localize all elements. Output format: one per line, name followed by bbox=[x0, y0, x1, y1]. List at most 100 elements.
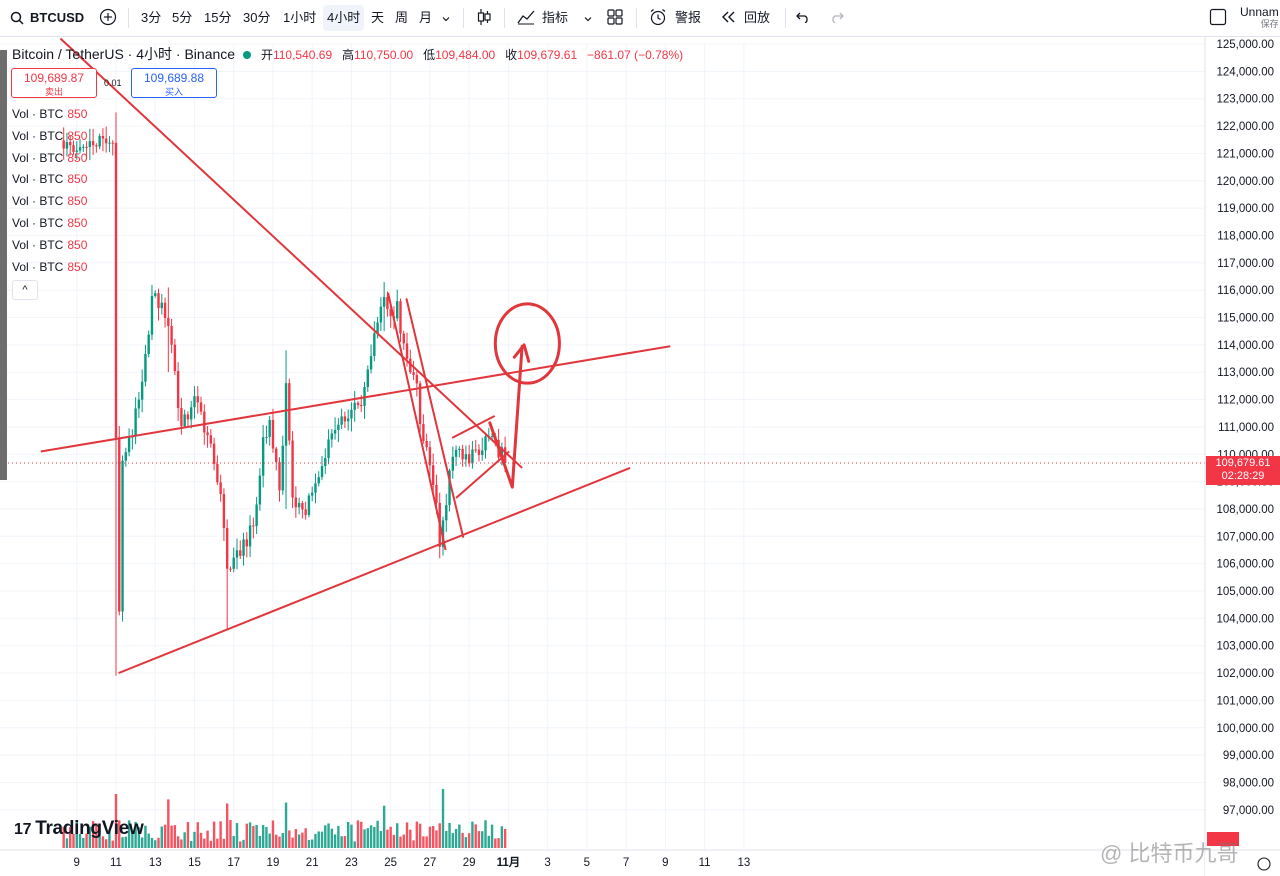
volume-bar bbox=[278, 836, 281, 848]
time-tick-label: 3 bbox=[544, 857, 550, 869]
compare-add-icon[interactable] bbox=[99, 0, 117, 36]
candle-body bbox=[65, 142, 69, 149]
price-tick-label: 104,000.00 bbox=[1216, 613, 1274, 625]
volume-label: Vol · BTC bbox=[12, 215, 64, 230]
interval-1mo[interactable]: 月 bbox=[419, 10, 433, 25]
volume-bar bbox=[373, 826, 376, 848]
sell-button[interactable]: 109,689.87 卖出 bbox=[11, 68, 97, 98]
volume-bar bbox=[216, 838, 219, 848]
collapse-legend-chevron-up-icon[interactable]: ^ bbox=[12, 280, 38, 300]
redo-icon[interactable] bbox=[830, 0, 844, 36]
volume-bar bbox=[291, 837, 294, 848]
replay-icon[interactable] bbox=[720, 0, 736, 36]
volume-bar bbox=[399, 836, 402, 848]
time-tick-label: 27 bbox=[424, 857, 437, 869]
price-tick-label: 115,000.00 bbox=[1217, 313, 1274, 325]
time-tick-label: 13 bbox=[149, 857, 162, 869]
candle-body bbox=[330, 433, 334, 440]
undo-icon[interactable] bbox=[796, 0, 810, 36]
interval-1w[interactable]: 周 bbox=[395, 10, 409, 25]
volume-bar bbox=[176, 836, 180, 848]
volume-legend-row[interactable]: Vol · BTC 850 bbox=[12, 169, 87, 191]
volume-bar bbox=[281, 833, 284, 848]
candle-body bbox=[232, 557, 235, 569]
interval-4h-active[interactable]: 4小时 bbox=[323, 5, 365, 31]
time-tick-label: 5 bbox=[584, 857, 590, 869]
target-circle bbox=[493, 302, 561, 385]
volume-bar bbox=[304, 828, 307, 848]
volume-bar bbox=[301, 832, 304, 848]
candle-body bbox=[69, 142, 72, 146]
volume-bar bbox=[69, 827, 72, 848]
trend-line bbox=[387, 292, 447, 551]
candle-body bbox=[412, 372, 415, 375]
volume-bar bbox=[445, 831, 448, 848]
volume-legend-row[interactable]: Vol · BTC 850 bbox=[12, 235, 87, 257]
projection-arrow bbox=[512, 343, 531, 363]
candle-body bbox=[490, 436, 494, 438]
replay-button[interactable]: 回放 bbox=[744, 10, 771, 25]
candle-body bbox=[278, 462, 281, 491]
low-label: 低 bbox=[423, 48, 436, 62]
alert-clock-icon[interactable] bbox=[649, 0, 667, 36]
layout-checkbox-icon[interactable] bbox=[1209, 0, 1227, 36]
volume-bar bbox=[402, 834, 405, 848]
current-price-tag: 109,679.61 02:28:29 bbox=[1206, 456, 1280, 485]
symbol-name[interactable]: BTCUSD bbox=[30, 10, 85, 25]
candle-body bbox=[134, 408, 137, 437]
volume-legend-row[interactable]: Vol · BTC 850 bbox=[12, 126, 87, 148]
buy-button[interactable]: 109,689.88 买入 bbox=[131, 68, 217, 98]
indicators-icon[interactable] bbox=[517, 0, 535, 36]
interval-1d[interactable]: 天 bbox=[371, 10, 385, 25]
candle-body bbox=[324, 458, 327, 467]
bar-countdown: 02:28:29 bbox=[1221, 470, 1265, 482]
volume-legend-row[interactable]: Vol · BTC 850 bbox=[12, 148, 87, 170]
volume-bar bbox=[261, 824, 265, 848]
volume-bar bbox=[497, 838, 500, 848]
price-tick-label: 120,000.00 bbox=[1216, 176, 1274, 188]
volume-bar bbox=[317, 831, 320, 848]
candle-body bbox=[222, 494, 226, 529]
volume-bar bbox=[65, 838, 69, 848]
volume-bar bbox=[392, 834, 396, 848]
candle-body bbox=[157, 293, 160, 309]
candle-body bbox=[209, 435, 213, 444]
interval-3m[interactable]: 3分 bbox=[141, 10, 162, 25]
candle-body bbox=[239, 550, 242, 556]
price-chart[interactable]: 97,000.00 98,000.00 99,000.00 100,000.00 101… bbox=[0, 37, 1280, 876]
volume-bar bbox=[222, 838, 226, 848]
tradingview-mark-icon: 17 bbox=[14, 821, 32, 838]
volume-bar bbox=[451, 833, 455, 848]
volume-bar bbox=[376, 820, 379, 848]
volume-bar bbox=[121, 837, 124, 848]
indicators-dropdown-chevron-icon[interactable] bbox=[583, 0, 593, 36]
alert-button[interactable]: 警报 bbox=[675, 10, 702, 25]
volume-legend-row[interactable]: Vol · BTC 850 bbox=[12, 213, 87, 235]
layout-name[interactable]: Unnam 保存 bbox=[1240, 6, 1279, 30]
time-tick-label: 13 bbox=[737, 857, 750, 869]
candle-type-icon[interactable] bbox=[476, 0, 492, 36]
volume-legend-row[interactable]: Vol · BTC 850 bbox=[12, 104, 87, 126]
volume-bar bbox=[490, 824, 494, 848]
volume-legend-row[interactable]: Vol · BTC 850 bbox=[12, 257, 87, 279]
interval-15m[interactable]: 15分 bbox=[204, 10, 232, 25]
top-toolbar: BTCUSD 3分 5分 15分 30分 1小时 4小时 天 周 月 指标 警报… bbox=[0, 0, 1280, 37]
layout-grid-icon[interactable] bbox=[607, 0, 623, 36]
volume-bar bbox=[131, 830, 134, 848]
candle-body bbox=[389, 309, 392, 317]
volume-legend-row[interactable]: Vol · BTC 850 bbox=[12, 191, 87, 213]
price-tick-label: 107,000.00 bbox=[1216, 531, 1274, 543]
volume-axis-tag bbox=[1207, 832, 1239, 846]
interval-30m[interactable]: 30分 bbox=[243, 10, 271, 25]
volume-bar bbox=[206, 830, 209, 848]
indicators-button[interactable]: 指标 bbox=[542, 10, 569, 25]
volume-bar bbox=[467, 833, 471, 848]
volume-bar bbox=[190, 841, 193, 848]
interval-dropdown-chevron-icon[interactable] bbox=[441, 0, 451, 36]
interval-1h[interactable]: 1小时 bbox=[283, 10, 317, 25]
volume-bar bbox=[418, 823, 422, 848]
interval-5m[interactable]: 5分 bbox=[172, 10, 193, 25]
symbol-search-icon[interactable] bbox=[10, 0, 24, 36]
volume-bar bbox=[405, 822, 409, 848]
legend-title[interactable]: Bitcoin / TetherUS · 4小时 · Binance bbox=[12, 46, 236, 62]
